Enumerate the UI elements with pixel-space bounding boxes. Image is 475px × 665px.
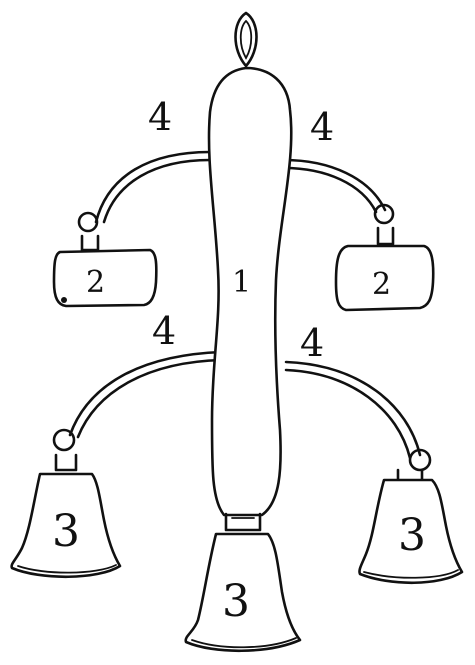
- upper-wires: [94, 150, 387, 224]
- bell-center-label: 3: [222, 576, 250, 627]
- weight-left-label: 2: [86, 265, 105, 300]
- suspension-loop: [234, 11, 258, 68]
- bell-right: [358, 448, 464, 585]
- rod-label: 1: [232, 265, 251, 300]
- lower-wires: [68, 350, 422, 460]
- wire-upper-right-label: 4: [310, 105, 334, 149]
- bell-left-label: 3: [52, 506, 80, 557]
- weight-right-label: 2: [372, 267, 391, 302]
- bell-right-label: 3: [398, 510, 426, 561]
- weight-left: [52, 211, 158, 308]
- wire-lower-left-label: 4: [152, 309, 176, 353]
- bell-center: [184, 512, 302, 653]
- central-rod: [207, 66, 293, 517]
- wire-upper-left-label: 4: [148, 95, 172, 139]
- bell-left: [10, 428, 122, 579]
- weight-right: [334, 203, 435, 312]
- wire-lower-right-label: 4: [300, 321, 324, 365]
